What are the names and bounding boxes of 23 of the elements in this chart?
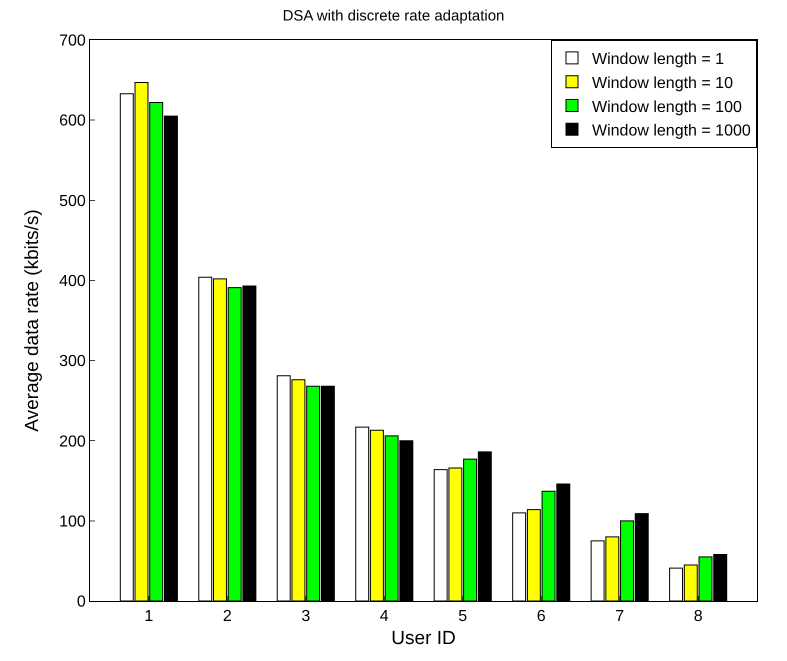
x-tick-label: 6 bbox=[536, 608, 546, 626]
y-tick-label: 200 bbox=[59, 433, 86, 450]
y-tick-label: 700 bbox=[59, 32, 86, 50]
x-tick-label: 1 bbox=[144, 608, 154, 626]
chart-title: DSA with discrete rate adaptation bbox=[282, 7, 504, 24]
y-tick-label: 100 bbox=[59, 513, 86, 530]
x-tick-label: 8 bbox=[694, 608, 703, 626]
y-axis-title: Average data rate (kbits/s) bbox=[22, 209, 43, 432]
legend-label: Window length = 1 bbox=[592, 51, 724, 68]
y-tick-label: 500 bbox=[59, 192, 86, 210]
x-tick-label: 2 bbox=[222, 608, 232, 626]
legend-label: Window length = 1000 bbox=[592, 122, 751, 140]
x-tick-label: 5 bbox=[458, 608, 468, 626]
x-tick-label: 3 bbox=[301, 608, 310, 626]
y-tick-label: 0 bbox=[76, 594, 86, 611]
legend-label: Window length = 100 bbox=[592, 98, 742, 116]
x-axis-title: User ID bbox=[391, 628, 456, 649]
x-tick-label: 7 bbox=[615, 608, 624, 626]
y-tick-label: 300 bbox=[59, 353, 86, 370]
y-tick-label: 600 bbox=[59, 112, 86, 130]
y-tick-label: 400 bbox=[59, 273, 86, 290]
legend-label: Window length = 10 bbox=[592, 74, 734, 92]
x-tick-label: 4 bbox=[380, 608, 389, 626]
